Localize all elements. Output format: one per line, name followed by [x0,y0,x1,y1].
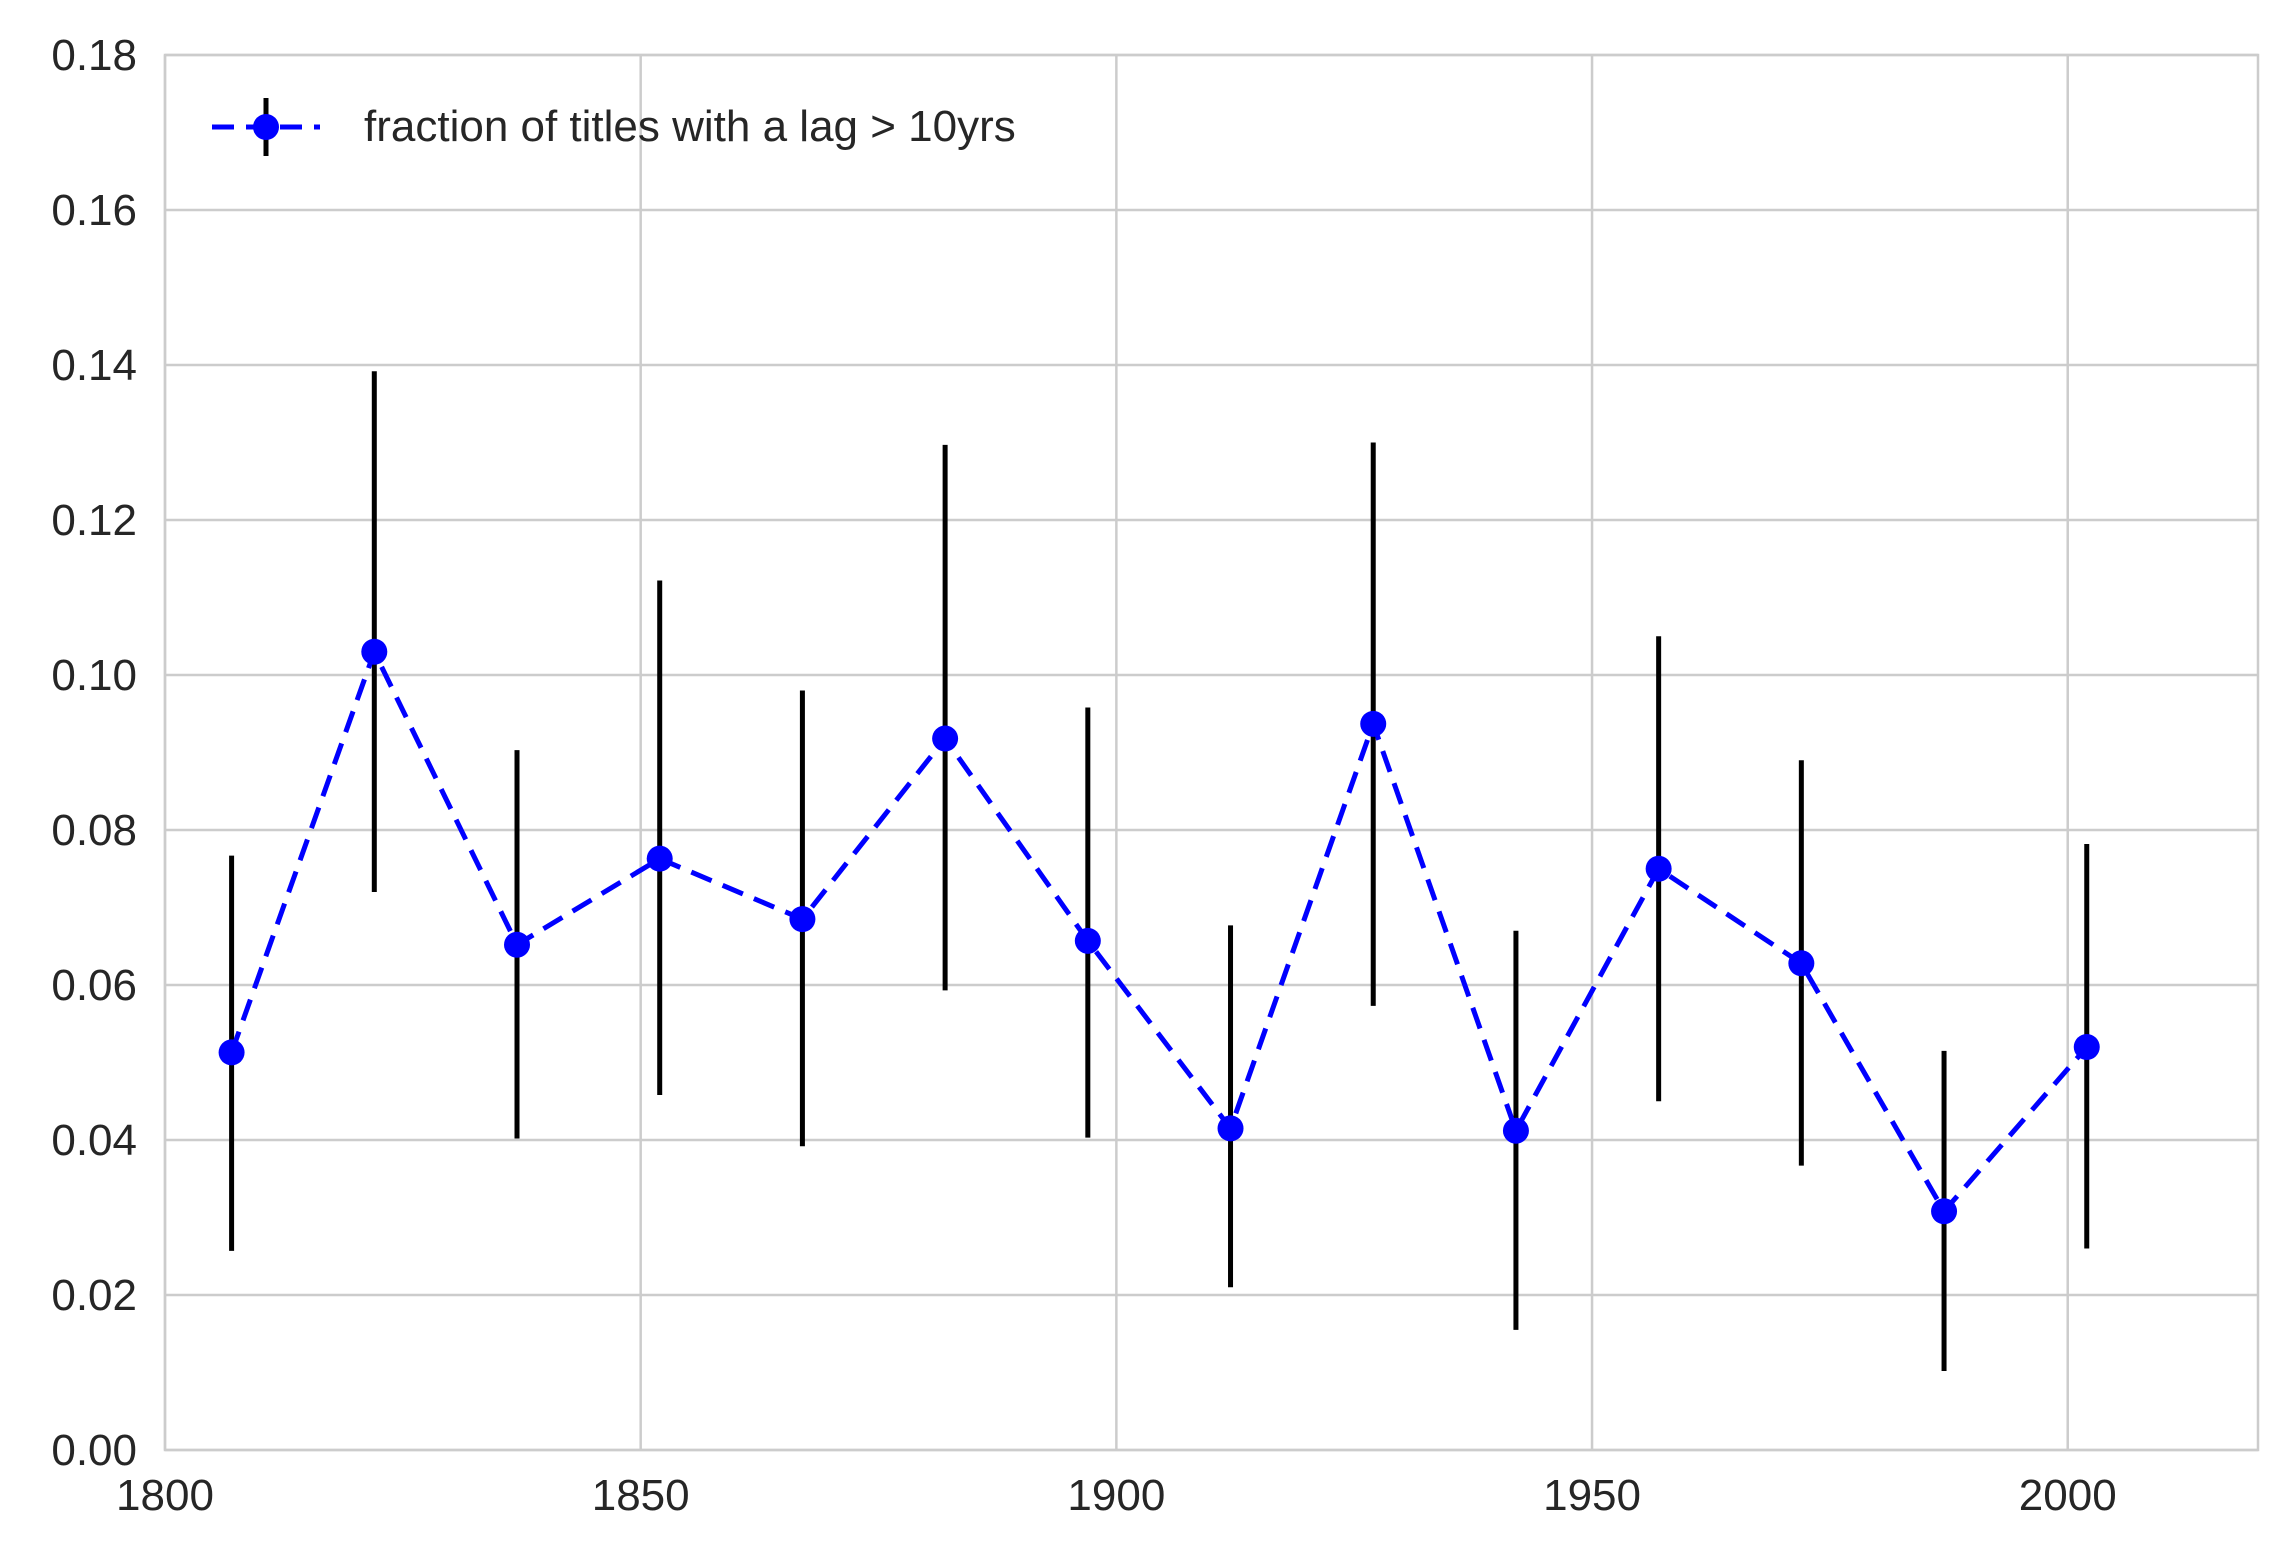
data-point [2073,1034,2100,1060]
data-point [1217,1115,1244,1142]
data-point [1931,1198,1958,1225]
x-tick-labels: 1800 1850 1900 1950 2000 [116,1471,2117,1520]
data-point [789,906,816,933]
data-point [932,725,959,752]
y-tick-label: 0.14 [51,341,137,390]
y-tick-label: 0.08 [51,806,137,855]
data-point [1788,950,1815,977]
x-tick-label: 1800 [116,1471,214,1520]
x-tick-label: 1950 [1543,1471,1641,1520]
x-tick-label: 1850 [592,1471,690,1520]
y-tick-label: 0.10 [51,651,137,700]
data-point [646,845,673,872]
data-point [1645,855,1672,882]
plot-frame [163,53,2260,1452]
y-tick-label: 0.02 [51,1271,137,1320]
data-point [504,931,531,958]
data-point [218,1039,245,1066]
series-line [229,645,2089,1216]
data-point [1074,927,1101,954]
data-point [361,638,388,665]
legend-label: fraction of titles with a lag > 10yrs [364,102,1016,151]
data-point [1502,1117,1529,1144]
series-line-layer [229,645,2089,1216]
x-tick-label: 1900 [1067,1471,1165,1520]
x-tick-label: 2000 [2019,1471,2117,1520]
y-tick-label: 0.16 [51,186,137,235]
data-points [218,638,2100,1225]
y-tick-label: 0.18 [51,31,137,80]
legend-marker-swatch [253,114,279,140]
y-tick-label: 0.06 [51,961,137,1010]
data-point [1360,710,1387,737]
y-tick-label: 0.04 [51,1116,137,1165]
y-tick-label: 0.00 [51,1426,137,1475]
y-tick-labels: 0.00 0.02 0.04 0.06 0.08 0.10 0.12 0.14 0.16 0.18 [51,31,137,1475]
legend: fraction of titles with a lag > 10yrs [212,98,1016,156]
y-tick-label: 0.12 [51,496,137,545]
